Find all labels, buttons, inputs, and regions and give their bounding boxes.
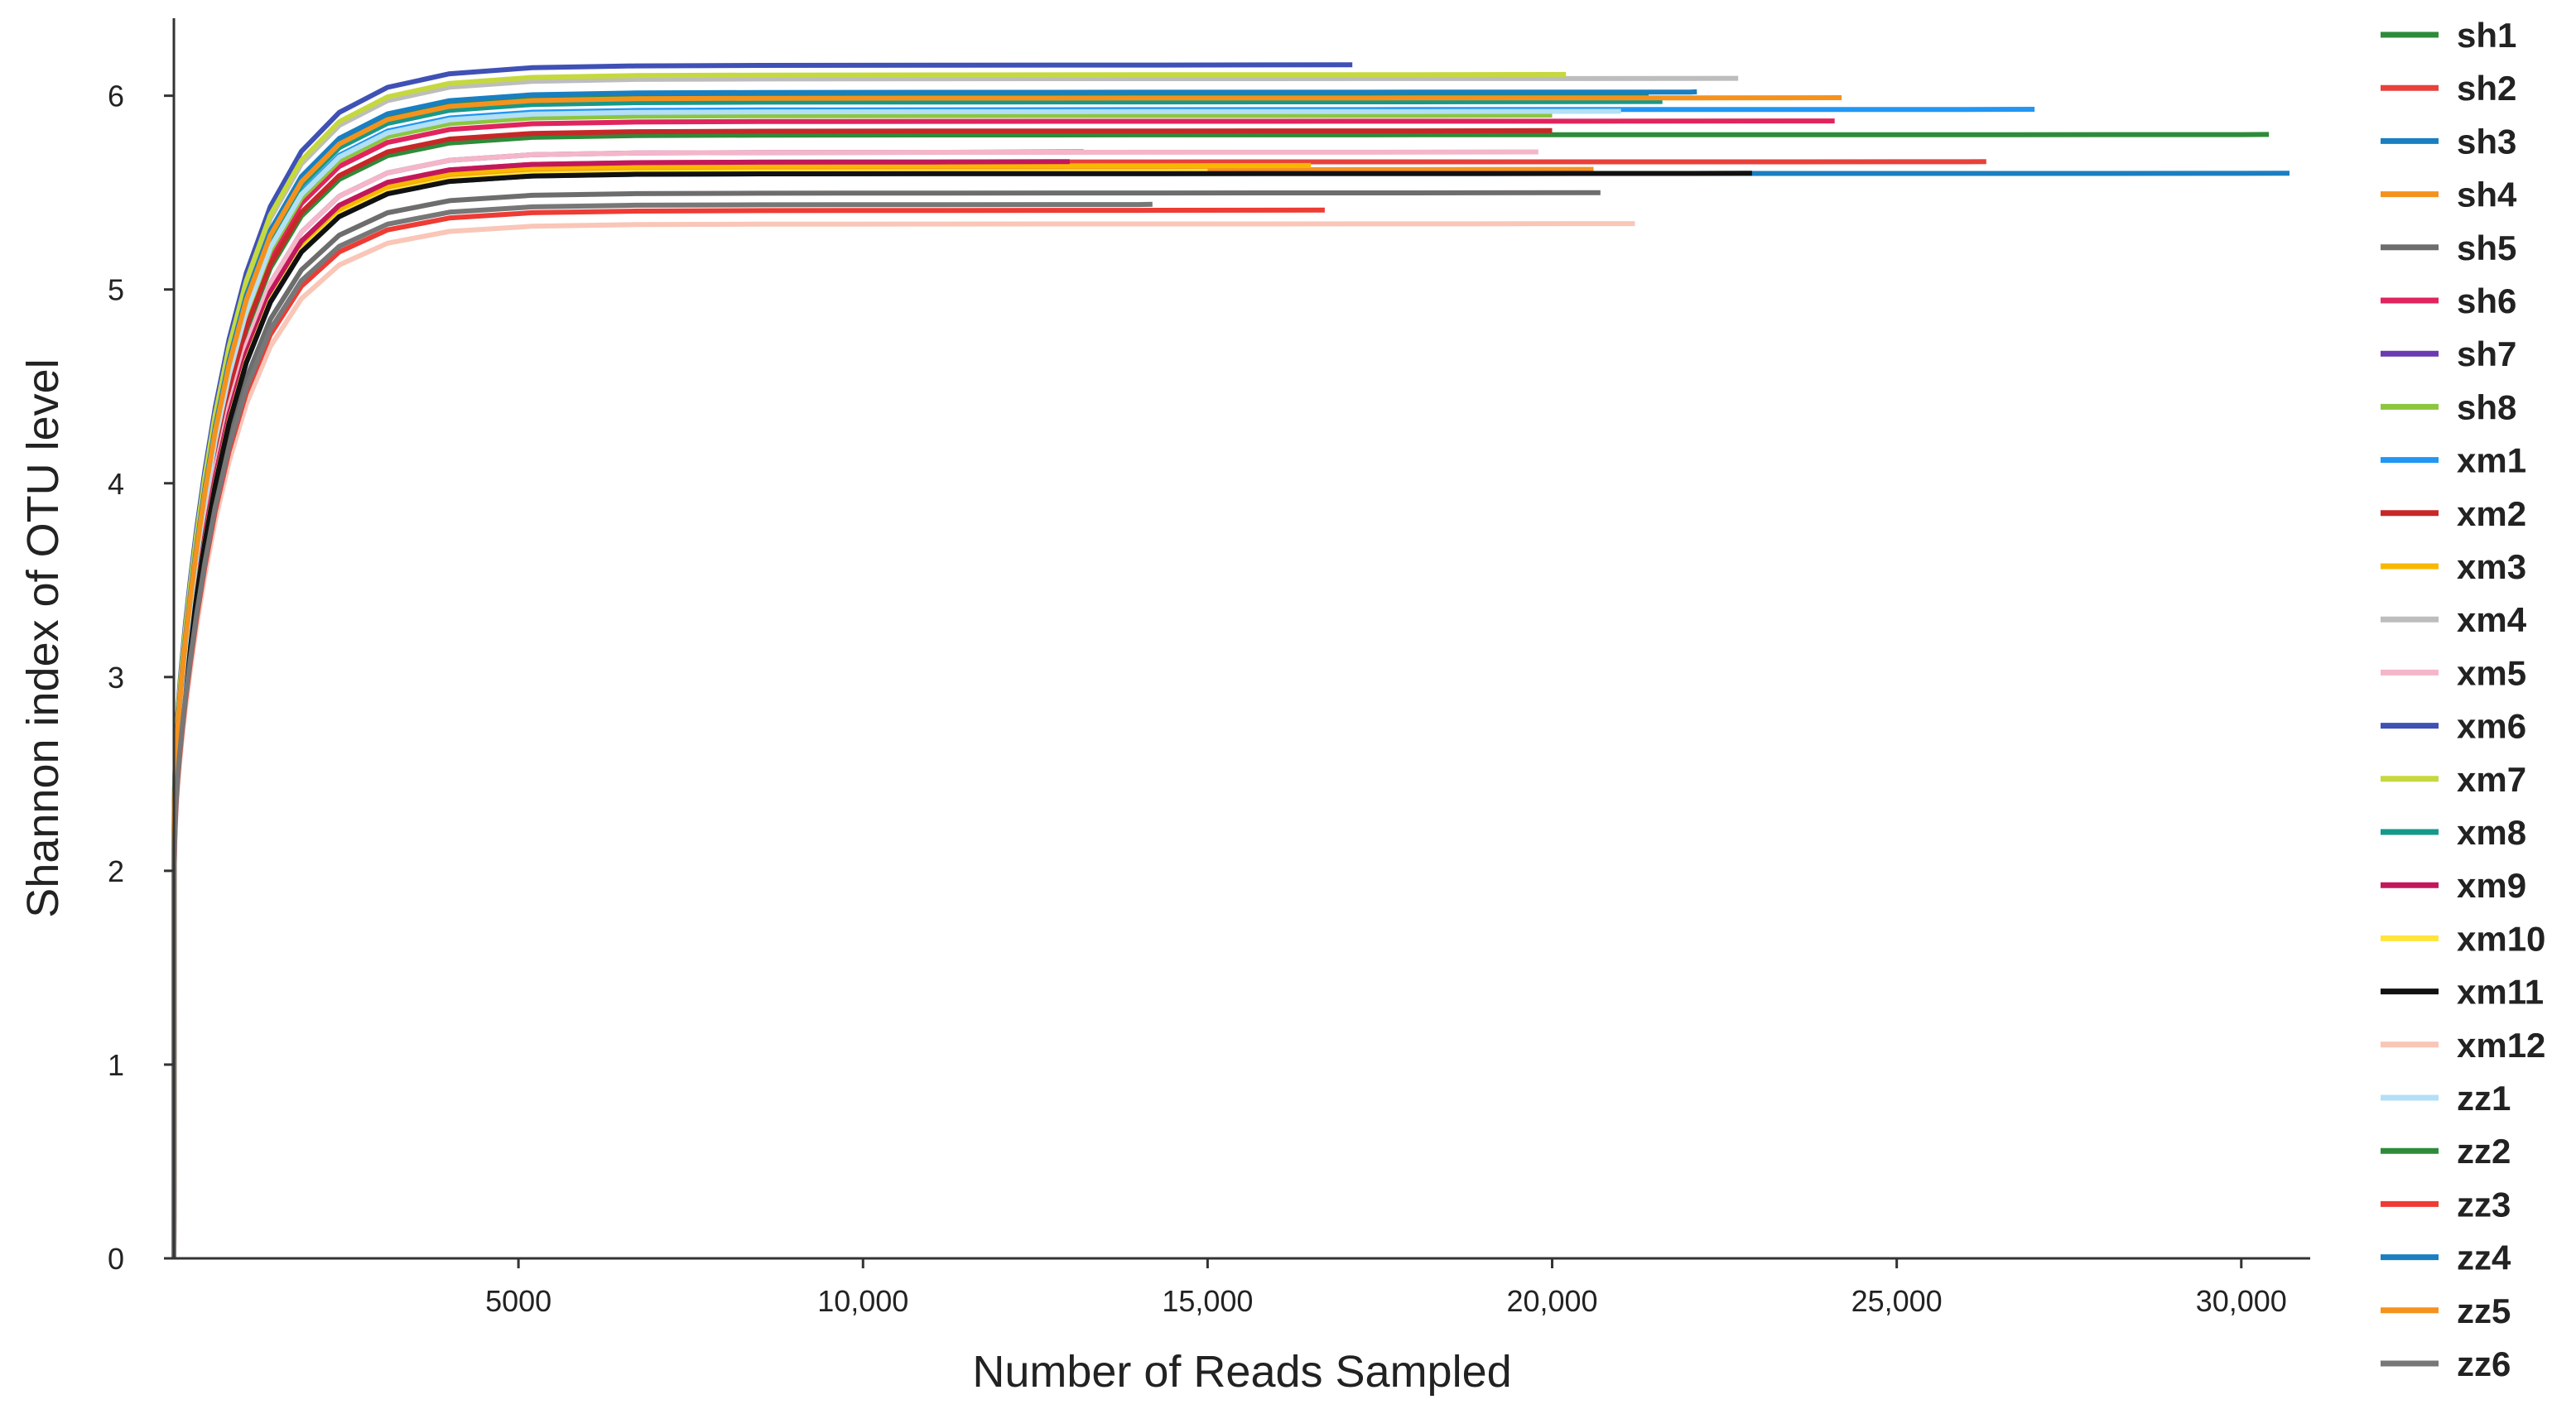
legend-label-sh7: sh7 [2457,334,2516,373]
legend-label-xm12: xm12 [2457,1026,2545,1065]
series-line-zz6 [171,201,1153,1259]
legend-label-xm10: xm10 [2457,919,2545,958]
series-line-sh1 [171,132,2270,1259]
y-tick-label: 1 [108,1048,124,1082]
legend-label-zz5: zz5 [2457,1291,2511,1330]
legend-label-zz4: zz4 [2457,1238,2511,1277]
x-tick-label: 10,000 [817,1284,908,1318]
series-line-zz2 [171,93,1649,1259]
series-line-xm4 [171,75,1739,1259]
legend-label-xm4: xm4 [2457,600,2527,639]
series-line-sh8 [171,113,1553,1259]
legend-label-sh5: sh5 [2457,228,2516,267]
y-tick-label: 3 [108,661,124,695]
y-tick-label: 5 [108,273,124,307]
series-line-sh2 [171,159,1986,1259]
series-line-sh3 [171,171,2290,1259]
legend-label-xm8: xm8 [2457,813,2526,852]
legend-label-xm9: xm9 [2457,866,2526,905]
series-line-xm1 [171,107,2035,1259]
y-tick-label: 6 [108,79,124,113]
legend-label-sh2: sh2 [2457,69,2516,108]
x-axis-ticks: 5000 10,000 15,000 20,000 25,000 30,000 [485,1258,2287,1318]
series-line-xm12 [171,221,1635,1259]
legend-label-xm11: xm11 [2457,973,2544,1012]
series-line-zz5 [171,95,1842,1259]
series-line-sh4 [171,166,1594,1259]
legend-label-zz2: zz2 [2457,1132,2511,1171]
legend-label-sh8: sh8 [2457,387,2516,426]
series-curves [171,62,2290,1259]
series-line-sh5 [171,190,1601,1259]
legend-label-sh4: sh4 [2457,176,2517,214]
legend-label-xm5: xm5 [2457,653,2526,692]
legend-label-zz1: zz1 [2457,1079,2511,1118]
legend-label-xm1: xm1 [2457,441,2526,480]
series-line-xm11 [171,171,1752,1259]
legend: sh1 sh2 sh3 sh4 sh5 sh6 sh7 sh8 xm1 xm2 xm3 xm4 xm5 x… [2381,16,2545,1383]
legend-label-xm7: xm7 [2457,760,2526,799]
axes [172,18,2310,1260]
legend-label-sh1: sh1 [2457,16,2516,55]
series-line-sh7 [171,149,1084,1259]
x-tick-label: 25,000 [1851,1284,1943,1318]
x-tick-label: 15,000 [1162,1284,1253,1318]
series-line-xm2 [171,127,1553,1259]
series-line-xm9 [171,159,1070,1259]
x-axis-title: Number of Reads Sampled [972,1347,1511,1397]
legend-label-sh3: sh3 [2457,122,2516,161]
series-line-xm8 [171,99,1663,1259]
series-line-sh6 [171,118,1835,1259]
y-tick-label: 2 [108,854,124,888]
legend-label-sh6: sh6 [2457,281,2516,320]
legend-label-zz6: zz6 [2457,1344,2511,1383]
legend-label-xm2: xm2 [2457,494,2526,533]
y-axis-ticks: 0 1 2 3 4 5 6 [108,79,174,1276]
series-line-zz4 [171,89,1697,1259]
series-line-xm5 [171,149,1538,1259]
series-line-zz1 [171,108,1621,1259]
x-tick-label: 20,000 [1506,1284,1597,1318]
series-line-xm7 [171,71,1567,1259]
y-tick-label: 0 [108,1242,124,1276]
legend-label-xm3: xm3 [2457,547,2526,586]
x-tick-label: 5000 [485,1284,551,1318]
series-line-xm3 [171,162,1312,1259]
legend-label-zz3: zz3 [2457,1185,2511,1224]
series-line-xm10 [171,168,1208,1259]
legend-label-xm6: xm6 [2457,707,2526,746]
y-axis-title: Shannon index of OTU level [18,358,68,917]
y-tick-label: 4 [108,467,124,501]
x-tick-label: 30,000 [2196,1284,2287,1318]
series-line-zz3 [171,207,1325,1259]
